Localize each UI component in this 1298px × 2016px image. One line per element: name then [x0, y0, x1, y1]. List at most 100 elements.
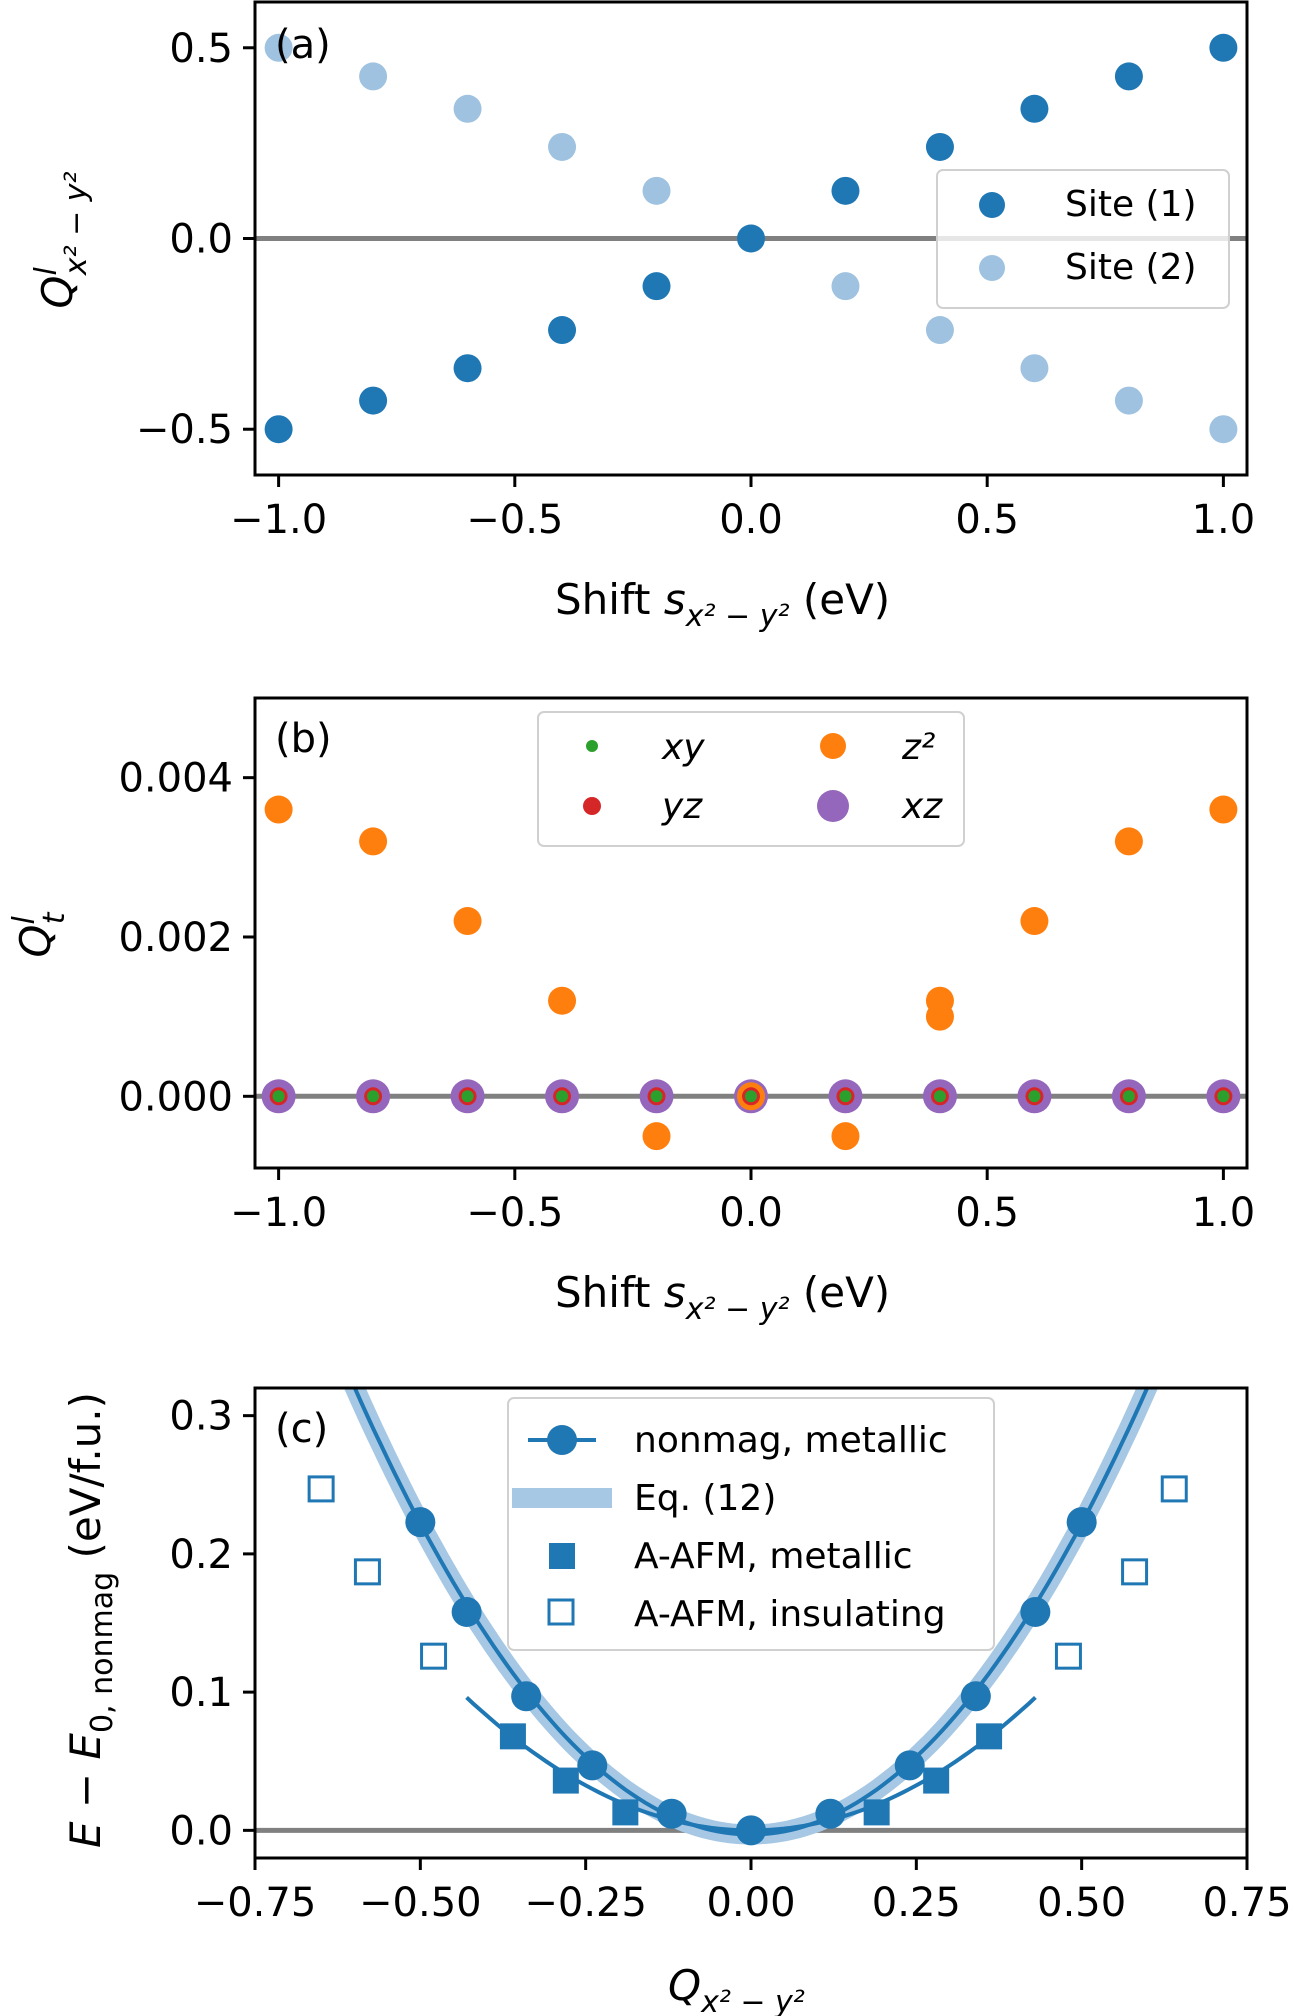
x-ticks: −1.0 −0.5 0.0 0.5 1.0	[230, 1168, 1255, 1236]
legend-marker-xy	[586, 740, 598, 752]
point-site1	[925, 132, 954, 161]
point-nonmag	[405, 1507, 436, 1538]
point-nonmag	[451, 1596, 482, 1627]
point-site1	[1114, 62, 1143, 91]
legend-marker-site1	[979, 192, 1005, 218]
point-nonmag	[656, 1798, 687, 1829]
legend-marker-z2	[820, 733, 846, 759]
data-points	[307, 1388, 1188, 1846]
x-tick-label: −0.50	[359, 1880, 482, 1926]
x-tick-label: −1.0	[230, 497, 327, 543]
legend-label-nonmag: nonmag, metallic	[634, 1420, 948, 1461]
x-ticks: −1.0 −0.5 0.0 0.5 1.0	[230, 475, 1255, 543]
point-site2	[831, 272, 860, 301]
point-afm-metallic	[976, 1723, 1003, 1750]
point-nonmag	[1066, 1507, 1097, 1538]
point-site2	[264, 33, 293, 62]
data-points	[261, 795, 1241, 1151]
point-site2	[642, 176, 671, 205]
panel-c: −0.75 −0.50 −0.25 0.00 0.25 0.50 0.75 0.00.10.…	[61, 1386, 1292, 2016]
x-axis-label: Shift sx² − y² (eV)	[555, 1268, 890, 1327]
legend-label-site2: Site (2)	[1065, 247, 1197, 288]
legend: xy yz z² xz	[537, 711, 965, 847]
point-z2	[642, 1122, 671, 1151]
legend: nonmag, metallic Eq. (12) A-AFM, metalli…	[507, 1397, 995, 1651]
legend-label-afm-metallic: A-AFM, metallic	[634, 1536, 913, 1577]
point-xy	[650, 1090, 663, 1103]
panel-label: (b)	[275, 716, 332, 762]
point-nonmag	[511, 1681, 542, 1712]
point-z2	[1114, 827, 1143, 856]
point-site2	[548, 132, 577, 161]
y-tick-label: 0.1	[169, 1670, 233, 1716]
legend-label-yz: yz	[661, 786, 703, 827]
y-ticks: 0.0 0.1 0.2 0.3	[169, 1394, 255, 1854]
point-xy	[1122, 1090, 1135, 1103]
point-z2	[264, 795, 293, 824]
point-nonmag	[577, 1750, 608, 1781]
point-site2	[1209, 415, 1238, 444]
point-xy	[1217, 1090, 1230, 1103]
legend-label-eq12: Eq. (12)	[634, 1478, 776, 1519]
x-tick-label: 0.00	[706, 1880, 795, 1926]
point-z2	[1020, 907, 1049, 936]
legend-label-site1: Site (1)	[1065, 184, 1197, 225]
legend-marker-yz	[583, 797, 601, 815]
point-xy	[1028, 1090, 1041, 1103]
x-tick-label: −0.75	[194, 1880, 317, 1926]
legend-marker-nonmag	[547, 1425, 577, 1455]
legend-marker-afm-insulating	[547, 1598, 575, 1626]
panel-b: −1.0 −0.5 0.0 0.5 1.0 0.000 0.002 0.004 (b) Sh…	[7, 696, 1255, 1327]
point-xy	[272, 1090, 285, 1103]
y-tick-label: 0.5	[169, 26, 233, 72]
legend-marker-xz	[817, 790, 849, 822]
y-axis-label: E − E0, nonmag (eV/f.u.)	[61, 1392, 120, 1848]
point-z2	[925, 1002, 954, 1031]
point-nonmag	[736, 1815, 766, 1846]
point-site1	[548, 316, 577, 345]
data-points	[264, 33, 1238, 444]
x-axis-label: Qx² − y²	[668, 1961, 805, 2016]
x-tick-label: 0.25	[872, 1880, 961, 1926]
point-xy	[933, 1090, 946, 1103]
panel-a: −1.0 −0.5 0.0 0.5 1.0 −0.5 0.0 0.5 (a) Shift s…	[29, 0, 1255, 634]
y-axis-label: Qlx² − y²	[29, 171, 94, 308]
y-tick-label: 0.002	[118, 915, 233, 961]
legend-label-xz: xz	[901, 786, 943, 827]
point-nonmag	[1020, 1596, 1051, 1627]
point-z2	[359, 827, 388, 856]
x-tick-label: 1.0	[1192, 497, 1256, 543]
x-tick-label: 0.5	[955, 1190, 1019, 1236]
point-site1	[737, 224, 765, 253]
point-site1	[642, 272, 671, 301]
point-xy	[556, 1090, 569, 1103]
y-axis-label: Qlt	[7, 911, 72, 957]
legend-label-afm-insulating: A-AFM, insulating	[634, 1594, 946, 1635]
point-site2	[359, 62, 388, 91]
point-afm-insulating	[353, 1558, 381, 1586]
point-afm-insulating	[1160, 1475, 1188, 1503]
panel-label: (a)	[275, 22, 331, 68]
x-tick-label: 0.0	[719, 1190, 783, 1236]
legend-label-z2: z²	[901, 727, 935, 768]
point-site2	[925, 316, 954, 345]
point-site1	[1020, 94, 1049, 123]
point-afm-metallic	[863, 1799, 890, 1826]
y-tick-label: −0.5	[136, 407, 233, 453]
panel-label: (c)	[275, 1406, 328, 1452]
x-tick-label: 1.0	[1192, 1190, 1256, 1236]
point-nonmag	[815, 1798, 846, 1829]
x-tick-label: −0.5	[466, 1190, 563, 1236]
point-z2	[548, 986, 577, 1015]
point-xy	[839, 1090, 852, 1103]
point-site2	[453, 94, 482, 123]
x-ticks: −0.75 −0.50 −0.25 0.00 0.25 0.50 0.75	[194, 1858, 1292, 1926]
point-afm-metallic	[552, 1767, 579, 1794]
y-tick-label: 0.004	[118, 756, 233, 802]
y-tick-label: 0.0	[169, 217, 233, 263]
point-xy	[367, 1090, 380, 1103]
point-site1	[359, 386, 388, 415]
y-tick-label: 0.0	[169, 1808, 233, 1854]
point-site1	[1209, 33, 1238, 62]
